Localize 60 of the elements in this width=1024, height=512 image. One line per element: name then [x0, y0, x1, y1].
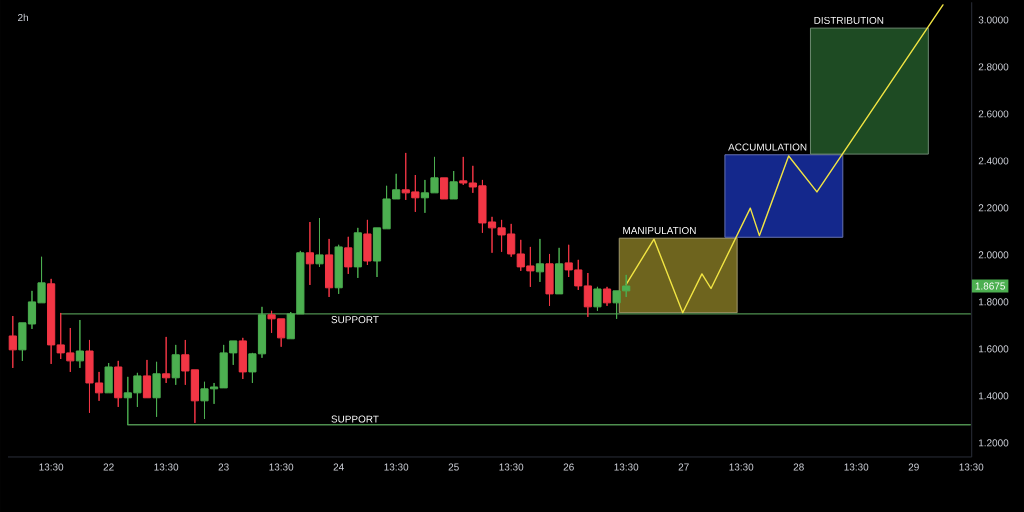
candlestick	[114, 360, 123, 408]
y-tick-label: 2.4000	[978, 157, 1009, 165]
candlestick	[171, 344, 180, 386]
x-tick-label: 13:30	[39, 463, 64, 471]
x-tick-label: 26	[563, 463, 574, 471]
candlestick	[344, 236, 353, 275]
x-tick-label: 29	[908, 463, 919, 471]
series-label: MANIPULATION	[623, 226, 696, 235]
x-tick-label: 13:30	[959, 463, 984, 471]
x-tick-label: 13:30	[844, 463, 869, 471]
series-label: DISTRIBUTION	[814, 16, 884, 24]
candlestick	[363, 219, 372, 266]
y-tick-label: 1.2000	[979, 439, 1009, 447]
candlestick	[315, 217, 324, 268]
candlestick	[353, 227, 362, 279]
y-tick-label: 2.2000	[978, 204, 1009, 212]
y-tick-label: 1.4000	[979, 392, 1009, 400]
candlestick	[334, 244, 343, 295]
series-label: SUPPORT	[331, 415, 379, 423]
candlestick	[449, 170, 458, 200]
candlestick	[440, 177, 449, 200]
y-tick-label: 2.0000	[978, 251, 1009, 259]
candlestick	[8, 315, 17, 369]
x-tick-label: 28	[793, 463, 804, 471]
y-tick-label: 2.8000	[978, 63, 1009, 71]
candlestick	[104, 362, 113, 394]
candlestick	[238, 337, 247, 380]
x-tick-label: 13:30	[154, 463, 179, 471]
x-tick-label: 23	[218, 463, 229, 471]
candlestick	[162, 336, 171, 384]
candlestick	[545, 253, 554, 307]
candlestick	[535, 238, 545, 283]
annotation: 1.8675	[975, 282, 1005, 290]
text: 2h	[18, 13, 28, 22]
bar	[724, 154, 844, 238]
x-tick-label: 25	[448, 463, 459, 471]
candlestick	[593, 286, 602, 312]
candlestick	[555, 247, 564, 295]
candlestick	[142, 359, 152, 399]
y-tick-label: 2.6000	[978, 110, 1009, 118]
series-label: ACCUMULATION	[728, 143, 807, 151]
x-tick-label: 27	[678, 463, 689, 471]
x-tick-label: 13:30	[499, 463, 524, 471]
x-tick-label: 24	[333, 463, 344, 471]
x-tick-label: 13:30	[729, 463, 754, 471]
x-tick-label: 13:30	[269, 463, 294, 471]
candlestick	[324, 238, 334, 298]
bar	[809, 27, 929, 155]
candlestick	[305, 221, 315, 286]
bar	[618, 237, 738, 314]
x-tick-label: 13:30	[614, 463, 639, 471]
candlestick	[152, 361, 161, 418]
x-tick-label: 13:30	[384, 463, 409, 471]
candlestick	[75, 319, 84, 369]
candlestick	[602, 286, 612, 307]
y-tick-label: 3.0000	[978, 16, 1009, 24]
series-label: SUPPORT	[331, 316, 379, 324]
y-tick-label: 1.8000	[979, 298, 1009, 306]
y-tick-label: 1.6000	[979, 345, 1009, 353]
x-tick-label: 22	[103, 463, 114, 471]
